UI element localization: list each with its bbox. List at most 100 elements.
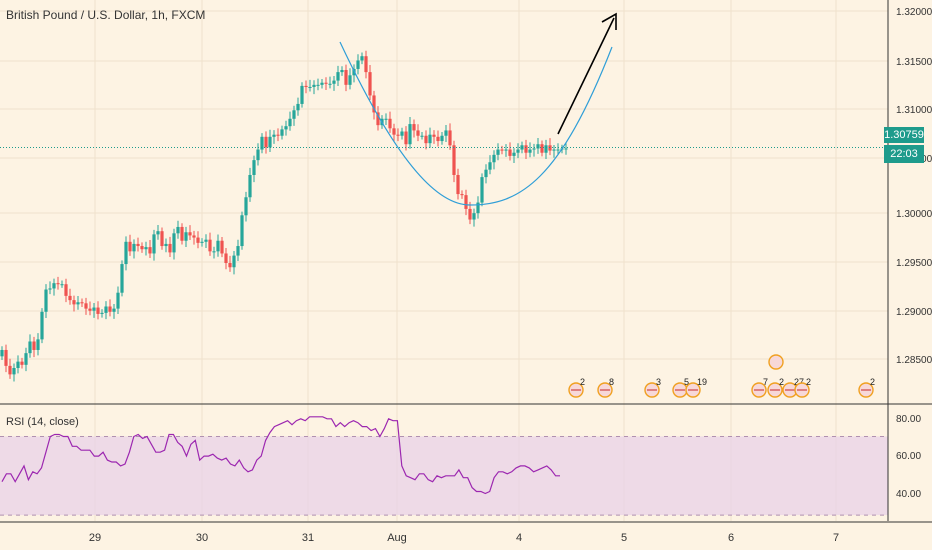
event-count-label: 2 [580,377,585,387]
candle-body [388,118,392,129]
candle-body [404,131,408,145]
candle-body [524,145,528,153]
candle-body [528,149,532,153]
candle-body [136,243,140,247]
candle-body [68,295,72,301]
candle-body [260,136,264,150]
candle-body [100,312,104,314]
candle-body [248,174,252,198]
trend-arrow-line [557,17,615,135]
candle-body [184,232,188,241]
chart-title: British Pound / U.S. Dollar, 1h, FXCM [6,8,206,22]
candle-body [212,251,216,253]
candle-body [496,149,500,155]
candle-body [140,246,144,250]
candle-body [512,152,516,156]
candle-body [44,289,48,312]
candle-body [484,169,488,178]
candle-body [176,226,180,234]
candle-body [252,160,256,175]
candle-body [536,144,540,149]
candle-body [320,82,324,85]
candle-body [504,149,508,151]
candle-body [300,85,304,104]
candle-body [208,239,212,252]
candle-body [288,118,292,127]
candle-body [72,300,76,305]
candle-body [508,149,512,156]
candle-body [0,349,4,357]
time-tick-label: 31 [302,532,314,544]
candle-body [564,148,568,150]
candle-body [116,292,120,309]
candle-body [16,361,20,369]
event-count-label: 5 [684,377,689,387]
rsi-tick-label: 40.00 [896,489,921,500]
event-count-label: 8 [609,377,614,387]
candle-body [240,215,244,247]
candle-body [200,241,204,243]
candle-body [196,237,200,243]
candle-body [64,284,68,296]
candle-body [8,365,12,375]
candle-body [324,82,328,84]
candle-body [128,241,132,252]
candle-body [476,202,480,214]
candle-body [80,302,84,304]
time-tick-label: 4 [516,532,522,544]
candle-body [164,243,168,247]
candle-body [348,75,352,85]
candle-body [460,194,464,196]
candle-body [532,148,536,150]
candle-body [96,307,100,314]
candle-body [92,307,96,311]
candle-body [396,134,400,136]
candle-body [420,135,424,137]
candle-body [228,263,232,268]
candle-body [516,149,520,153]
candle-body [312,84,316,87]
price-tick-label: 1.28500 [896,355,932,366]
candle-body [192,235,196,238]
event-count-label: 2 [779,377,784,387]
candle-body [364,56,368,73]
trend-arrow-head [601,12,617,30]
candle-body [492,154,496,163]
time-tick-label: 6 [728,532,734,544]
candle-body [160,231,164,247]
candle-body [428,134,432,144]
price-tick-label: 1.29000 [896,307,932,318]
candle-body [448,130,452,146]
candle-body [276,134,280,136]
candle-body [400,131,404,136]
candle-body [220,240,224,254]
candle-body [372,95,376,113]
candle-body [392,128,396,135]
candle-body [408,124,412,145]
candle-body [472,213,476,220]
candle-body [436,136,440,142]
candle-body [316,84,320,86]
candle-body [376,112,380,126]
rsi-band [0,436,888,516]
candle-body [552,149,556,151]
event-count-label: 2 [806,377,811,387]
event-count-label: 19 [697,377,707,387]
time-tick-label: 7 [833,532,839,544]
candle-body [124,241,128,265]
candle-body [204,239,208,242]
candle-body [340,69,344,73]
candle-body [284,126,288,130]
candle-body [544,145,548,153]
candle-body [456,174,460,195]
candle-body [356,60,360,69]
candle-body [188,232,192,236]
candle-body [268,136,272,148]
candle-body [4,349,8,366]
price-tick-label: 1.32000 [896,7,932,18]
candle-body [148,247,152,254]
candle-body [224,253,228,264]
candle-body [292,110,296,119]
candle-body [280,129,284,136]
